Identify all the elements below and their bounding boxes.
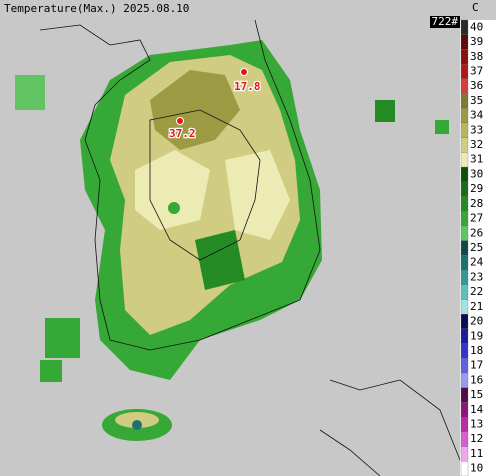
station-marker <box>240 68 248 76</box>
scale-swatch <box>460 402 469 418</box>
scale-swatch <box>460 255 469 271</box>
scale-label: 36 <box>470 79 483 92</box>
scale-label: 28 <box>470 197 483 210</box>
scale-label: 19 <box>470 329 483 342</box>
scale-label: 12 <box>470 432 483 445</box>
code-box <box>430 16 460 28</box>
scale-label: 24 <box>470 256 484 269</box>
scale-label: 26 <box>470 226 483 239</box>
scale-swatch <box>460 93 469 109</box>
scale-label: 35 <box>470 94 483 107</box>
scale-label: 38 <box>470 50 483 63</box>
scale-swatch <box>460 461 469 476</box>
scale-label: 39 <box>470 35 483 48</box>
scale-label: 13 <box>470 418 483 431</box>
scale-swatch <box>460 240 469 256</box>
scale-swatch <box>460 446 469 462</box>
scale-swatch <box>460 284 469 300</box>
scale-label: 27 <box>470 212 483 225</box>
scale-swatch <box>460 343 469 359</box>
scale-label: 17 <box>470 359 483 372</box>
scale-label: 15 <box>470 388 483 401</box>
scale-swatch <box>460 137 469 153</box>
scale-swatch <box>460 181 469 197</box>
scale-swatch <box>460 225 469 241</box>
scale-swatch <box>460 431 469 447</box>
scale-swatch <box>460 314 469 330</box>
scale-label: 23 <box>470 270 483 283</box>
scale-label: 16 <box>470 373 483 386</box>
scale-swatch <box>460 358 469 374</box>
unit: C <box>472 1 479 14</box>
scale-label: 40 <box>470 20 483 33</box>
scale-label: 31 <box>470 153 483 166</box>
scale-label: 34 <box>470 109 484 122</box>
station-marker <box>176 117 184 125</box>
scale-label: 11 <box>470 447 483 460</box>
scale-swatch <box>460 49 469 65</box>
coastline <box>39 19 461 476</box>
scale-label: 25 <box>470 241 483 254</box>
scale-swatch <box>460 372 469 388</box>
scale-swatch <box>460 63 469 79</box>
scale-swatch <box>460 328 469 344</box>
scale-label: 14 <box>470 403 484 416</box>
scale-swatch <box>460 34 469 50</box>
scale-label: 33 <box>470 123 483 136</box>
scale-swatch <box>460 108 469 124</box>
scale-label: 30 <box>470 167 483 180</box>
scale-swatch <box>460 417 469 433</box>
station-label: 37.2 <box>169 127 196 140</box>
scale-label: 32 <box>470 138 483 151</box>
color-scale: 4039383736353433323130292827262524232221… <box>460 19 496 476</box>
title-bar <box>0 0 460 18</box>
scale-swatch <box>460 78 469 94</box>
scale-swatch <box>460 299 469 315</box>
scale-swatch <box>460 152 469 168</box>
scale-swatch <box>460 19 469 35</box>
scale-label: 20 <box>470 315 483 328</box>
scale-swatch <box>460 122 469 138</box>
scale-swatch <box>460 196 469 212</box>
scale-swatch <box>460 211 469 227</box>
scale-label: 22 <box>470 285 483 298</box>
scale-label: 10 <box>470 462 483 475</box>
stations: 17.8 37.2 <box>168 68 262 141</box>
scale-swatch <box>460 269 469 285</box>
scale-swatch <box>460 387 469 403</box>
code: 722# <box>432 15 459 28</box>
station-label: 17.8 <box>234 80 261 93</box>
title: Temperature(Max.) 2025.08.10 <box>4 2 189 15</box>
scale-label: 18 <box>470 344 483 357</box>
scale-label: 37 <box>470 64 483 77</box>
scale-swatch <box>460 166 469 182</box>
scale-label: 29 <box>470 182 483 195</box>
scale-label: 21 <box>470 300 483 313</box>
temperature-field <box>15 40 449 441</box>
